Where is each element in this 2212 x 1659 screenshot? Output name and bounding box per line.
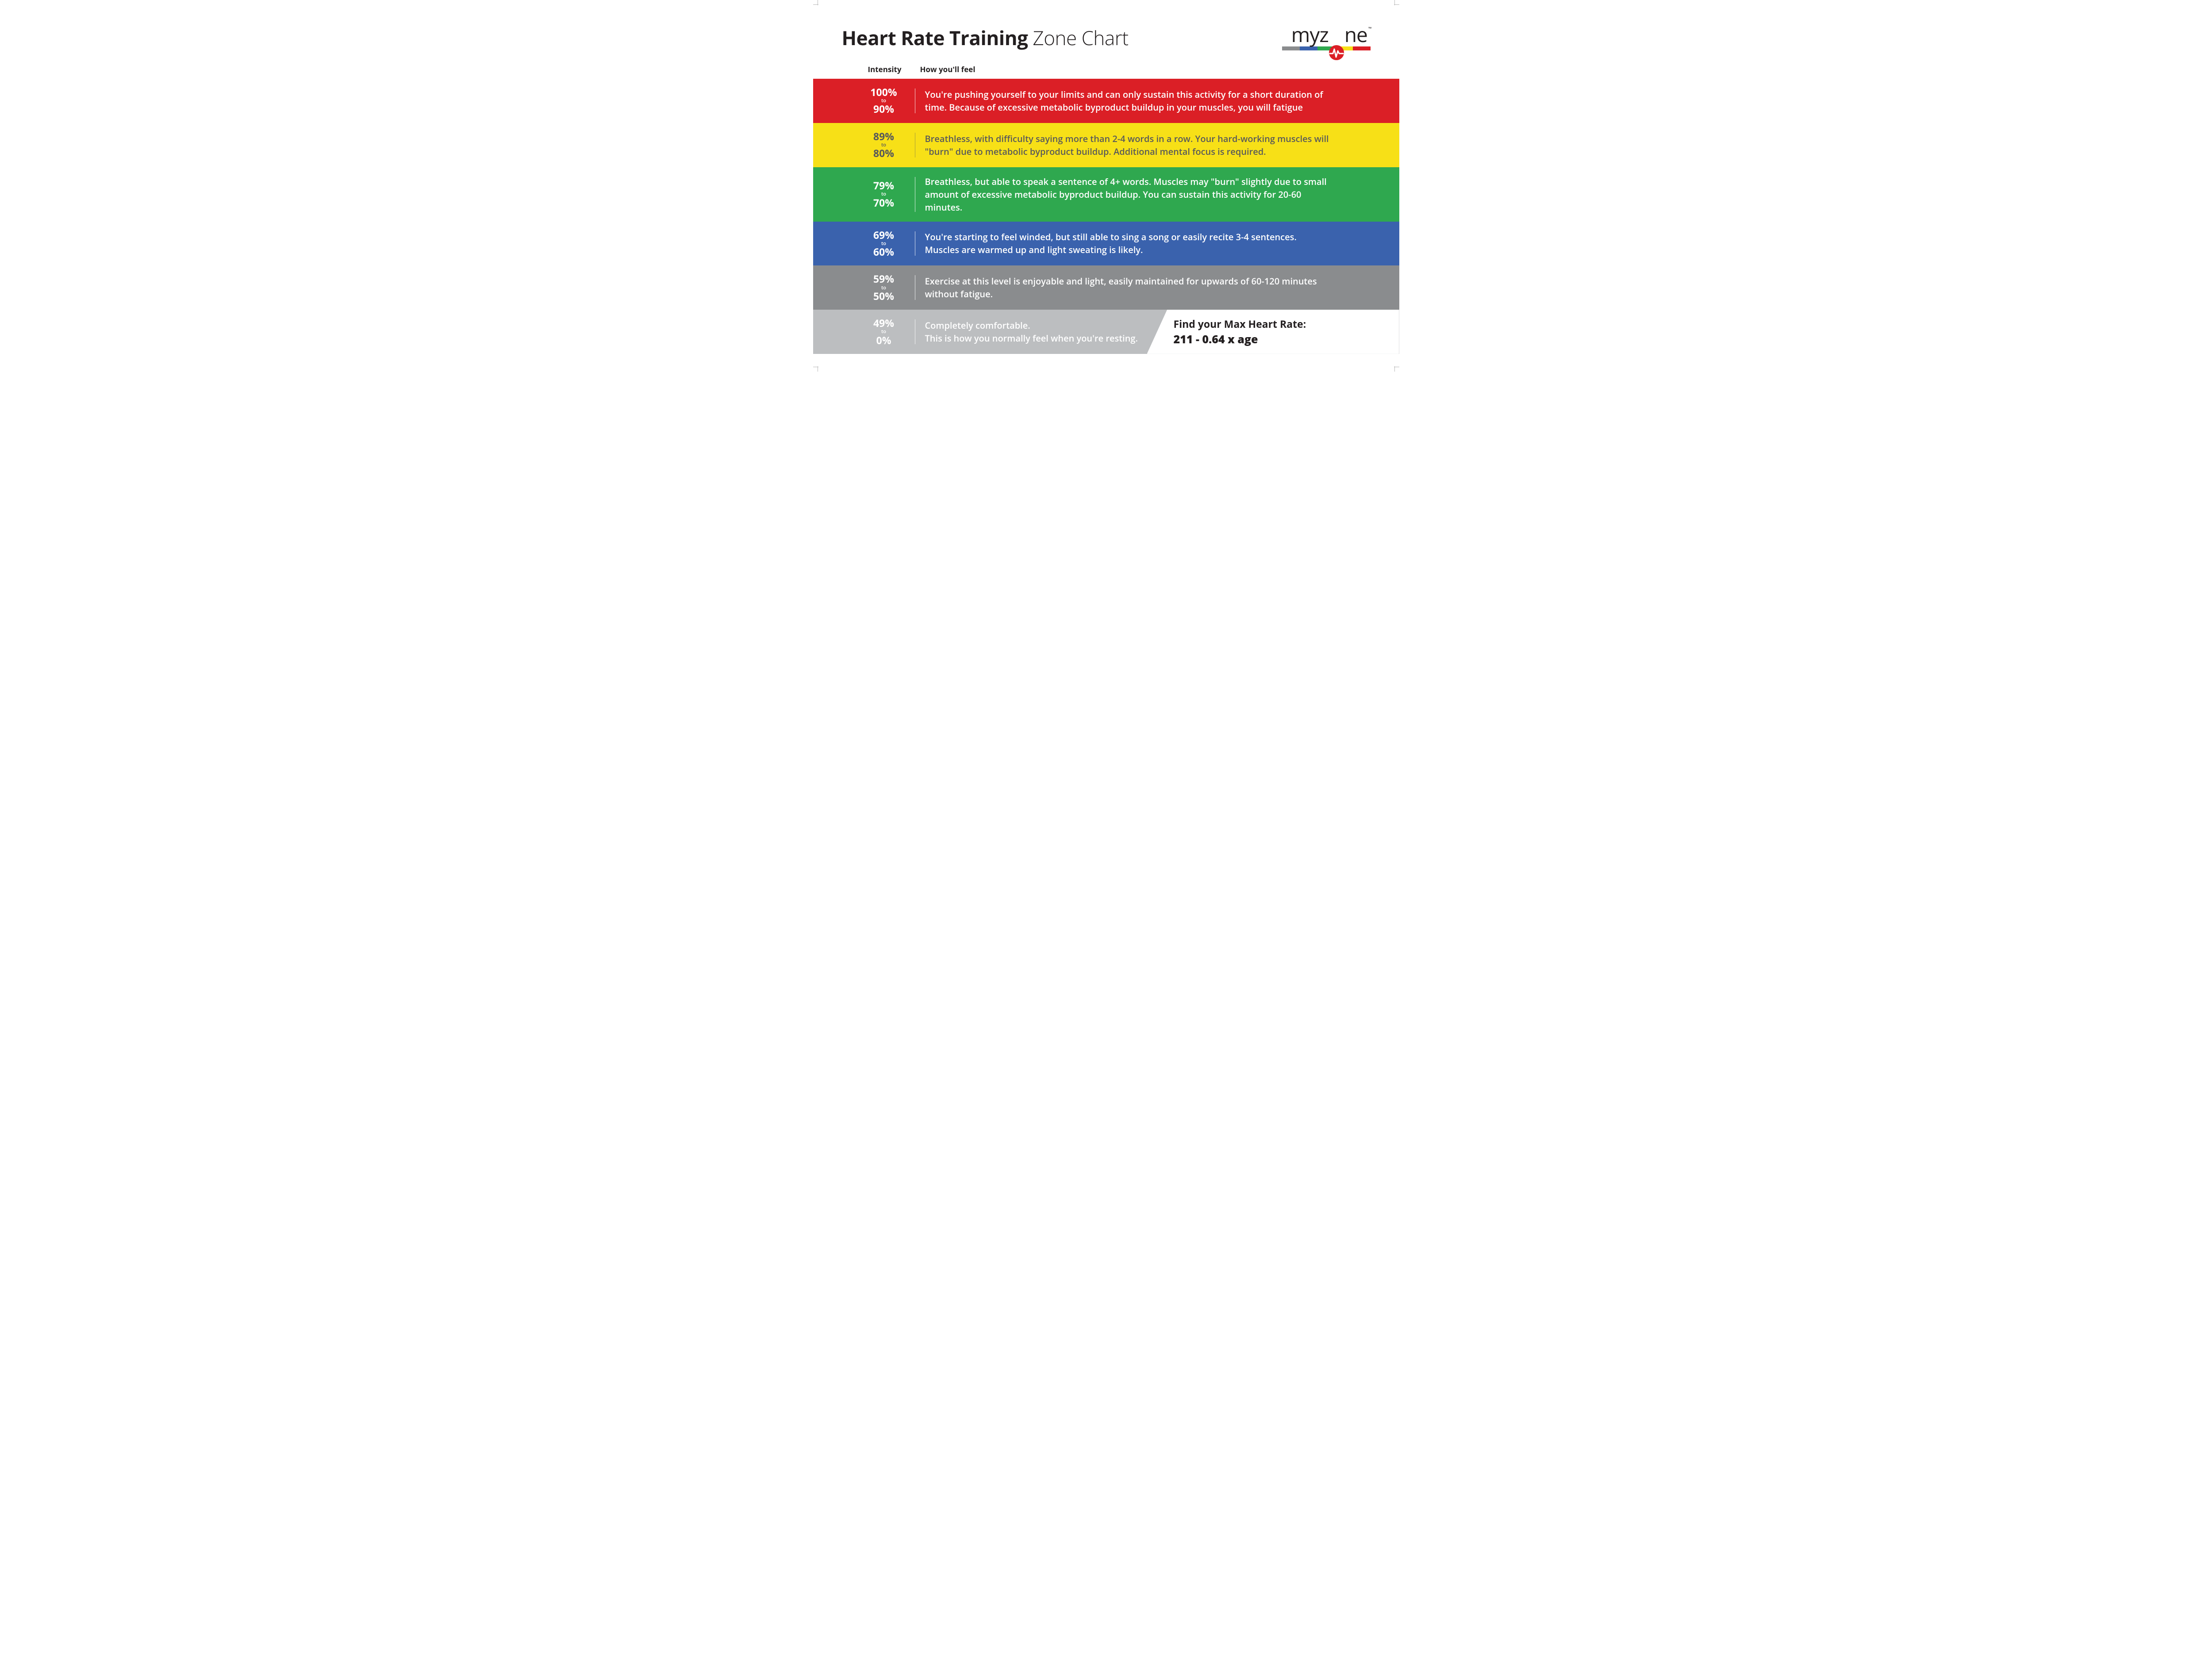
zone-percent-low: 50% <box>857 291 910 302</box>
zone-description: Breathless, but able to speak a sentence… <box>915 175 1331 214</box>
zone-description: You're pushing yourself to your limits a… <box>915 88 1331 114</box>
zone-description: Completely comfortable. This is how you … <box>915 319 1138 345</box>
zone-row: 49%to0%Completely comfortable. This is h… <box>813 310 1399 354</box>
title-light: Zone Chart <box>1028 24 1128 51</box>
crop-mark <box>1390 0 1399 9</box>
crop-mark <box>1390 363 1399 372</box>
mhr-label: Find your Max Heart Rate: <box>1174 317 1399 331</box>
zone-description: You're starting to feel winded, but stil… <box>915 230 1331 256</box>
column-header-feel: How you'll feel <box>917 64 975 74</box>
mhr-formula: 211 - 0.64 x age <box>1174 332 1399 347</box>
zone-percent-high: 79% <box>857 180 910 191</box>
zone-intensity: 100%to90% <box>813 87 915 115</box>
logo-circle <box>1329 45 1344 60</box>
zone-row: 89%to80%Breathless, with difficulty sayi… <box>813 123 1399 167</box>
logo-text-post: ne <box>1344 21 1367 48</box>
zone-intensity: 59%to50% <box>813 273 915 302</box>
page: Heart Rate Training Zone Chart myz ne™ I… <box>813 0 1399 372</box>
zone-percent-low: 90% <box>857 104 910 115</box>
column-headers: Intensity How you'll feel <box>868 64 1399 79</box>
logo-wordmark: myz ne™ <box>1282 24 1371 45</box>
logo-text-pre: myz <box>1291 21 1329 48</box>
zone-row: 79%to70%Breathless, but able to speak a … <box>813 167 1399 222</box>
zone-description: Breathless, with difficulty saying more … <box>915 132 1331 158</box>
zone-intensity: 89%to80% <box>813 131 915 159</box>
zone-intensity: 79%to70% <box>813 180 915 208</box>
zone-intensity: 49%to0% <box>813 318 915 346</box>
trademark-symbol: ™ <box>1368 25 1371 31</box>
crop-mark <box>813 363 822 372</box>
header: Heart Rate Training Zone Chart myz ne™ <box>813 0 1399 64</box>
column-header-intensity: Intensity <box>868 64 917 74</box>
zone-row: 100%to90%You're pushing yourself to your… <box>813 79 1399 123</box>
zone-percent-high: 59% <box>857 273 910 284</box>
zone-percent-high: 49% <box>857 318 910 329</box>
zone-description: Exercise at this level is enjoyable and … <box>915 275 1331 300</box>
zone-percent-low: 0% <box>857 335 910 346</box>
zone-percent-high: 69% <box>857 230 910 241</box>
page-title: Heart Rate Training Zone Chart <box>842 24 1129 51</box>
zone-percent-low: 80% <box>857 148 910 159</box>
zone-row: 69%to60%You're starting to feel winded, … <box>813 222 1399 266</box>
crop-mark <box>813 0 822 9</box>
zone-percent-high: 89% <box>857 131 910 142</box>
zone-percent-low: 70% <box>857 197 910 208</box>
title-bold: Heart Rate Training <box>842 24 1028 51</box>
zone-percent-low: 60% <box>857 246 910 257</box>
zone-row: 59%to50%Exercise at this level is enjoya… <box>813 265 1399 310</box>
zone-intensity: 69%to60% <box>813 230 915 258</box>
zone-list: 100%to90%You're pushing yourself to your… <box>813 79 1399 354</box>
zone-percent-high: 100% <box>857 87 910 98</box>
max-heart-rate-callout: Find your Max Heart Rate:211 - 0.64 x ag… <box>1147 310 1399 354</box>
brand-logo: myz ne™ <box>1282 24 1371 50</box>
